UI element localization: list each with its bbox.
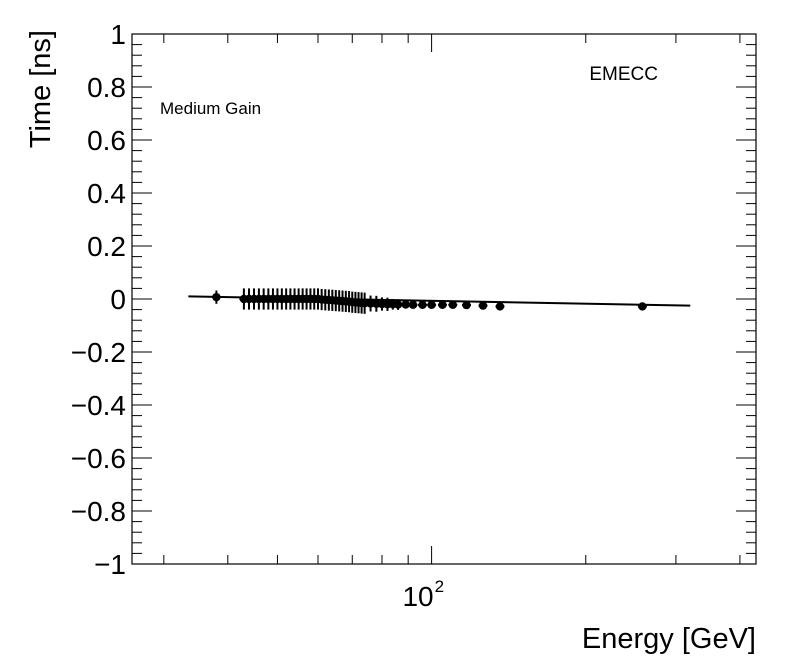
axis-ticks (132, 33, 756, 565)
annotation-emecc: EMECC (589, 64, 658, 85)
data-point (427, 300, 436, 310)
data-point (462, 300, 471, 310)
y-tick-label: −0.2 (71, 337, 126, 368)
y-tick-label: −1 (94, 549, 126, 580)
y-tick-labels: −1 −0.8 −0.6 −0.4 −0.2 0 0.2 0.4 0.6 0.8 1 (71, 19, 126, 580)
x-tick-label-base: 10 (402, 581, 433, 612)
y-tick-label: −0.4 (71, 390, 126, 421)
data-point (401, 300, 410, 309)
x-tick-labels: 10 2 (402, 577, 444, 612)
annotation-medium-gain: Medium Gain (160, 99, 261, 118)
data-point (448, 300, 457, 310)
y-tick-label: 0.4 (87, 178, 126, 209)
data-point (360, 299, 369, 308)
data-point (393, 300, 403, 309)
x-axis-label: Energy [GeV] (582, 623, 756, 655)
y-tick-label: 1 (110, 19, 126, 50)
y-tick-label: −0.8 (71, 496, 126, 527)
data-point (638, 302, 647, 311)
y-tick-label: 0.8 (87, 72, 126, 103)
y-axis-label: Time [ns] (25, 30, 57, 148)
plot-frame (131, 33, 757, 565)
data-point (438, 300, 447, 310)
y-tick-label: −0.6 (71, 443, 126, 474)
x-tick-label-exponent: 2 (435, 577, 444, 596)
data-point (408, 300, 418, 310)
data-point (212, 292, 221, 302)
y-tick-label: 0.2 (87, 231, 126, 262)
data-point (478, 301, 488, 310)
y-tick-label: 0 (110, 284, 126, 315)
data-point (495, 302, 505, 311)
y-tick-label: 0.6 (87, 125, 126, 156)
data-points (211, 288, 647, 314)
data-point (418, 300, 427, 310)
